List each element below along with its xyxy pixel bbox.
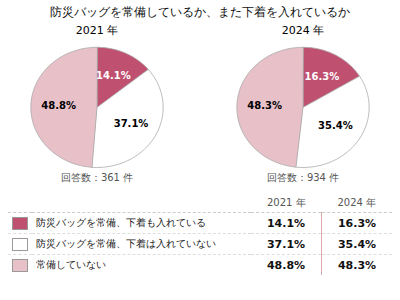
html-text:48.8%: 48.8% <box>266 258 306 272</box>
svg-text:14.1%: 14.1% <box>96 70 131 81</box>
svg-text:2024 年: 2024 年 <box>282 24 325 37</box>
svg-text:48.3%: 48.3% <box>247 100 282 111</box>
html-text:48.3%: 48.3% <box>337 258 377 272</box>
html-text:14.1%: 14.1% <box>266 216 306 230</box>
html-text:防災バッグを常備、下着も入れている: 防災バッグを常備、下着も入れている <box>36 217 206 228</box>
svg-text:48.8%: 48.8% <box>41 100 76 111</box>
svg-text:回答数：361 件: 回答数：361 件 <box>61 172 133 183</box>
html-text:37.1%: 37.1% <box>266 237 306 251</box>
svg-text:2021 年: 2021 年 <box>76 24 119 37</box>
html-text:防災バッグを常備しているか、また下着を入れているか: 防災バッグを常備しているか、また下着を入れているか <box>50 5 350 19</box>
html-text:2024 年: 2024 年 <box>337 197 377 208</box>
html-text:16.3%: 16.3% <box>337 216 377 230</box>
html-text:35.4%: 35.4% <box>337 237 377 251</box>
html-text:2021 年: 2021 年 <box>266 197 306 208</box>
svg-text:16.3%: 16.3% <box>304 71 339 82</box>
svg-text:35.4%: 35.4% <box>318 120 353 131</box>
svg-text:回答数：934 件: 回答数：934 件 <box>267 172 339 183</box>
svg-text:37.1%: 37.1% <box>114 118 149 129</box>
html-text:防災バッグを常備、下着は入れていない: 防災バッグを常備、下着は入れていない <box>36 238 216 249</box>
html-text:常備していない: 常備していない <box>36 259 106 270</box>
